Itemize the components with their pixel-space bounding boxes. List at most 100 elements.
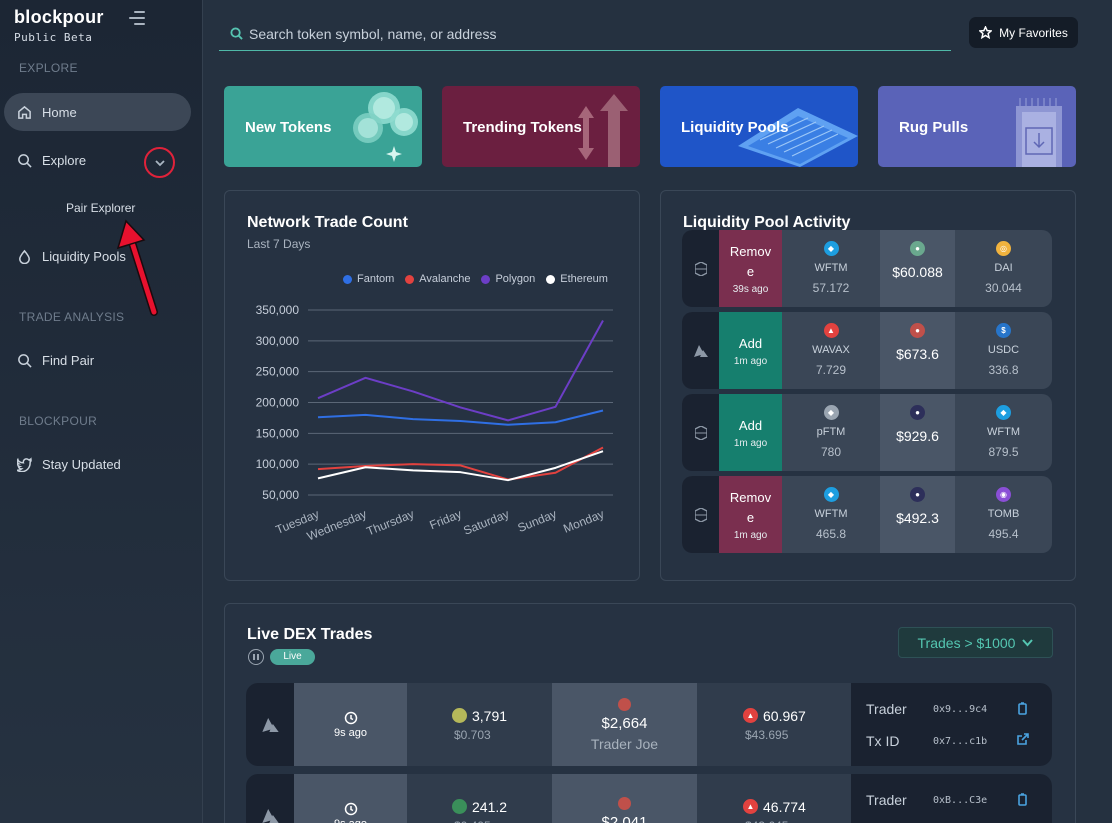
lp-time: 1m ago (733, 530, 768, 541)
trade-time: 9s ago (334, 818, 367, 823)
trader-address[interactable]: 0xB...C3e (933, 795, 988, 806)
lp-token-a[interactable]: ◆ pFTM 780 (782, 394, 880, 471)
sidebar-item-stay-updated[interactable]: Stay Updated (4, 445, 191, 483)
sidebar-item-pair-explorer[interactable]: Pair Explorer (66, 201, 136, 215)
trade-token-in[interactable]: 241.2 $0.495 (452, 774, 507, 823)
x-tick-label: Saturday (461, 507, 511, 538)
trade-token-in[interactable]: 3,791 $0.703 (452, 683, 507, 766)
legend-item[interactable]: Ethereum (546, 273, 608, 285)
trades-filter-select[interactable]: Trades > $1000 (898, 627, 1053, 658)
tx-id[interactable]: 0x7...c1b (933, 736, 988, 747)
lp-token-a[interactable]: ◆ WFTM 465.8 (782, 476, 880, 553)
card-new-tokens[interactable]: New Tokens (224, 86, 422, 167)
lp-token-b[interactable]: ◎ DAI 30.044 (955, 230, 1052, 307)
blockpour-logo[interactable]: blockpour (14, 7, 104, 27)
token-usd: $43.695 (745, 727, 789, 742)
lp-token-b[interactable]: ◆ WFTM 879.5 (955, 394, 1052, 471)
lp-value: $673.6 (896, 346, 939, 362)
token-icon: ◎ (996, 241, 1011, 256)
card-label: New Tokens (245, 119, 332, 136)
token-symbol: DAI (994, 262, 1013, 274)
trade-value: $2,041 (601, 813, 648, 823)
network-trade-chart: 350,000 300,000 250,000 200,000 150,000 100,0… (256, 303, 613, 543)
lp-action-label: Remove (729, 244, 772, 279)
clock-icon (344, 802, 357, 815)
dex-name: Trader Joe (590, 735, 659, 752)
sidebar-item-home[interactable]: Home (4, 93, 191, 131)
live-badge: Live (270, 649, 315, 665)
card-label: Trending Tokens (463, 119, 582, 136)
beta-label: Public Beta (14, 31, 93, 44)
trader-label: Trader (866, 792, 907, 808)
legend-item[interactable]: Avalanche (405, 273, 470, 285)
lp-token-b[interactable]: ◉ TOMB 495.4 (955, 476, 1052, 553)
lp-action-label: Add (738, 336, 763, 351)
sidebar-item-explore[interactable]: Explore (4, 141, 191, 179)
card-label: Rug Pulls (899, 119, 969, 136)
token-amount: 336.8 (988, 363, 1019, 377)
lp-activity-row[interactable]: Add 1m ago ◆ pFTM 780 ● $929.6 ◆ WFTM 87… (682, 394, 1052, 471)
trade-info-cell: Trader 0xB...C3e (851, 774, 1052, 823)
sidebar-item-label: Stay Updated (42, 456, 121, 472)
fantom-icon (682, 230, 719, 307)
copy-icon[interactable] (1016, 793, 1029, 806)
token-symbol: pFTM (816, 426, 846, 438)
lp-time: 39s ago (732, 284, 769, 295)
dex-icon: ● (910, 323, 925, 338)
card-label: Liquidity Pools (681, 119, 789, 136)
sidebar-item-label: Find Pair (42, 352, 95, 368)
lp-token-b[interactable]: $ USDC 336.8 (955, 312, 1052, 389)
search-icon (16, 152, 32, 168)
card-trending-tokens[interactable]: Trending Tokens (442, 86, 640, 167)
pool-icon (738, 108, 858, 167)
trade-row[interactable]: 9s ago 3,791 $0.703 $2,664 Trader Joe ▲ 6… (246, 683, 1052, 766)
y-tick-label: 200,000 (256, 396, 300, 410)
pause-icon[interactable] (248, 649, 264, 665)
menu-icon[interactable] (129, 11, 145, 25)
trades-filter-label: Trades > $1000 (917, 634, 1016, 651)
trader-address[interactable]: 0x9...9c4 (933, 704, 988, 715)
chevron-down-icon (154, 159, 165, 166)
external-link-icon[interactable] (1016, 733, 1029, 746)
card-liquidity-pools[interactable]: Liquidity Pools (660, 86, 858, 167)
explore-expand-toggle[interactable] (144, 147, 175, 178)
search-input[interactable]: Search token symbol, name, or address (219, 17, 951, 51)
lp-time: 1m ago (733, 356, 768, 367)
trade-token-out[interactable]: ▲ 60.967 $43.695 (743, 683, 806, 766)
trade-token-out[interactable]: ▲ 46.774 $43.645 (743, 774, 806, 823)
legend-item[interactable]: Polygon (481, 273, 535, 285)
lp-activity-row[interactable]: Remove 39s ago ◆ WFTM 57.172 ● $60.088 ◎… (682, 230, 1052, 307)
lp-activity-row[interactable]: Remove 1m ago ◆ WFTM 465.8 ● $492.3 ◉ TO… (682, 476, 1052, 553)
token-symbol: WFTM (814, 262, 848, 274)
sidebar-item-find-pair[interactable]: Find Pair (4, 341, 191, 379)
lp-value-cell: ● $60.088 (880, 230, 955, 307)
trade-time-cell: 9s ago (294, 774, 407, 823)
panel-subtitle: Last 7 Days (247, 237, 311, 251)
panel-title: Liquidity Pool Activity (683, 214, 851, 231)
series-line-avalanche (317, 446, 604, 481)
lp-token-a[interactable]: ◆ WFTM 57.172 (782, 230, 880, 307)
token-symbol: WFTM (814, 508, 848, 520)
lp-activity-row[interactable]: Add 1m ago ▲ WAVAX 7.729 ● $673.6 $ USDC… (682, 312, 1052, 389)
card-rug-pulls[interactable]: Rug Pulls (878, 86, 1076, 167)
avalanche-icon (682, 312, 719, 389)
dex-icon: ● (910, 241, 925, 256)
x-tick-label: Friday (427, 507, 463, 532)
my-favorites-button[interactable]: My Favorites (969, 17, 1078, 48)
section-trade-analysis: TRADE ANALYSIS (19, 310, 125, 324)
token-icon: ◆ (823, 405, 839, 420)
sidebar-item-liquidity-pools[interactable]: Liquidity Pools (4, 237, 191, 275)
lp-action-badge: Remove 1m ago (719, 476, 782, 553)
lp-value: $492.3 (896, 510, 939, 526)
copy-icon[interactable] (1016, 702, 1029, 715)
token-usd: $0.495 (454, 819, 507, 823)
lp-value: $929.6 (896, 428, 939, 444)
y-tick-label: 150,000 (256, 426, 300, 440)
lp-token-a[interactable]: ▲ WAVAX 7.729 (782, 312, 880, 389)
trade-row[interactable]: 9s ago 241.2 $0.495 $2,041 ▲ 46.774 $43.6… (246, 774, 1052, 823)
lp-action-badge: Add 1m ago (719, 312, 782, 389)
fantom-icon (682, 394, 719, 471)
legend-item[interactable]: Fantom (343, 273, 394, 285)
sidebar: blockpour Public Beta EXPLORE Home Explo… (0, 0, 203, 823)
token-usd: $0.703 (454, 727, 491, 742)
